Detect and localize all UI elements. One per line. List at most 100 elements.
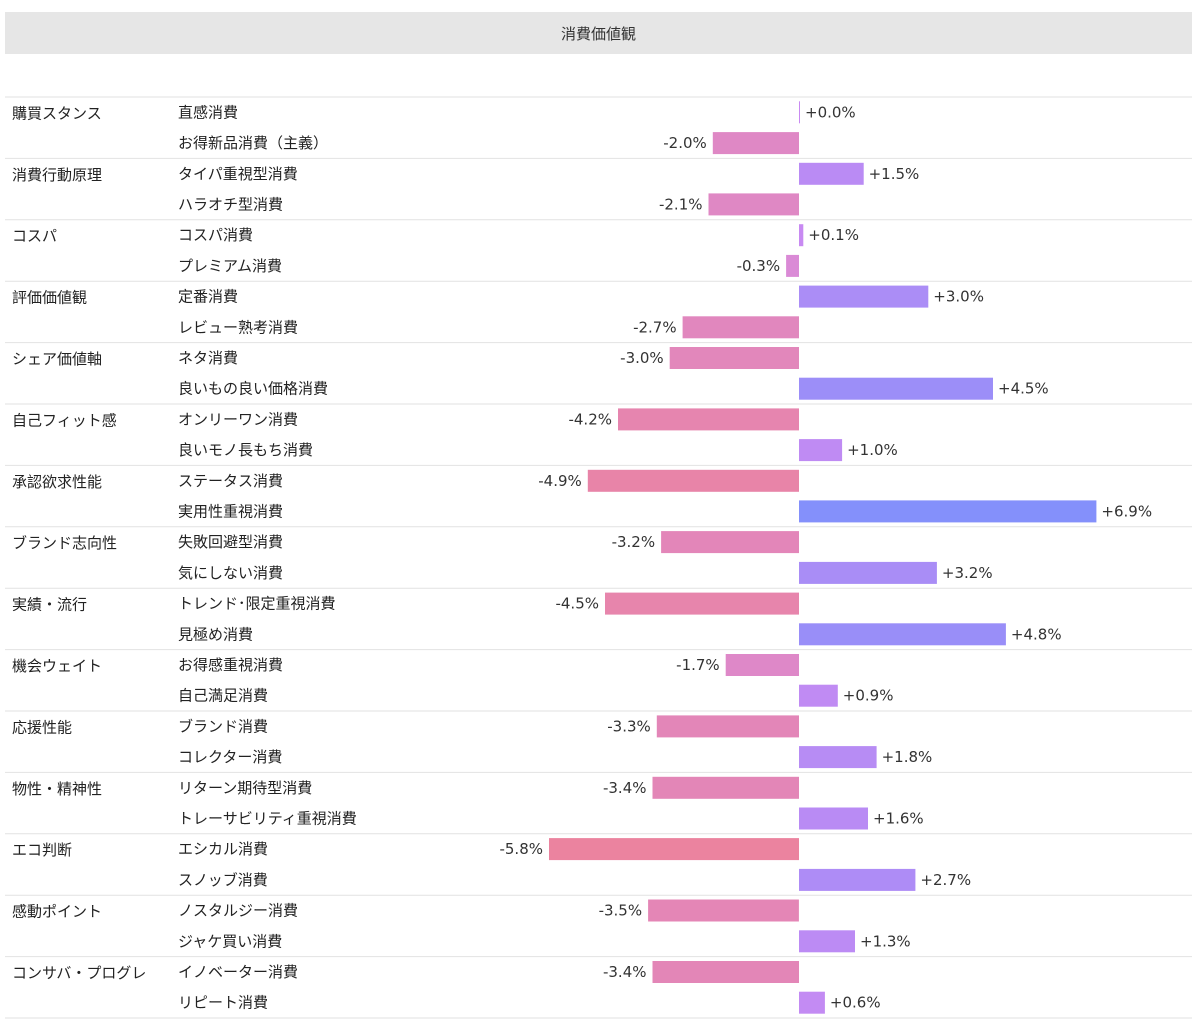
value-label: +1.3%	[860, 932, 911, 950]
category-label: エシカル消費	[178, 840, 268, 858]
value-label: +0.0%	[805, 103, 856, 121]
category-label: レビュー熟考消費	[178, 318, 298, 336]
group-label: コスパ	[12, 227, 57, 245]
bar	[799, 623, 1006, 646]
value-label: -3.4%	[603, 963, 647, 981]
group-label: コンサバ・プログレ	[12, 964, 146, 982]
category-label: オンリーワン消費	[178, 410, 298, 428]
category-label: 実用性重視消費	[178, 503, 283, 521]
value-label: +2.7%	[920, 871, 971, 889]
value-label: +4.8%	[1011, 625, 1062, 643]
bar	[656, 715, 799, 738]
value-label: +3.0%	[933, 288, 984, 306]
category-label: トレンド･限定重視消費	[178, 595, 336, 613]
bar	[799, 162, 864, 185]
value-label: +1.8%	[882, 748, 933, 766]
value-label: +6.9%	[1101, 503, 1152, 521]
value-label: +0.9%	[843, 687, 894, 705]
category-label: お得新品消費（主義）	[178, 134, 328, 152]
category-label: 定番消費	[178, 288, 238, 306]
category-label: ジャケ買い消費	[178, 932, 282, 950]
category-label: リターン期待型消費	[178, 779, 312, 797]
bar	[605, 592, 799, 615]
value-label: -2.7%	[633, 318, 677, 336]
bar	[799, 500, 1097, 523]
category-label: ブランド消費	[178, 717, 268, 735]
bar	[799, 684, 838, 707]
category-label: タイパ重視型消費	[178, 165, 298, 183]
bar	[799, 101, 800, 124]
value-label: +1.5%	[869, 165, 920, 183]
group-label: 評価価値観	[12, 289, 87, 307]
value-label: -0.3%	[737, 257, 781, 275]
group-label: 機会ウェイト	[12, 657, 102, 675]
category-label: ステータス消費	[178, 472, 283, 490]
value-label: -3.4%	[603, 779, 647, 797]
value-label: -1.7%	[676, 656, 720, 674]
value-label: -3.2%	[612, 533, 656, 551]
value-label: +0.1%	[808, 226, 859, 244]
bar	[799, 377, 993, 400]
bar	[799, 224, 804, 247]
bar	[786, 254, 799, 277]
group-label: ブランド志向性	[12, 534, 117, 552]
group-label: 物性・精神性	[12, 780, 102, 798]
value-label: +4.5%	[998, 380, 1049, 398]
bar	[799, 991, 825, 1014]
category-label: 自己満足消費	[178, 687, 268, 705]
bar	[799, 439, 843, 462]
group-label: 実績・流行	[12, 596, 87, 614]
category-label: 見極め消費	[178, 625, 253, 643]
group-label: 購買スタンス	[12, 104, 102, 122]
bar	[799, 807, 868, 830]
group-label: エコ判断	[12, 841, 72, 859]
group-label: 感動ポイント	[12, 903, 102, 921]
bar	[661, 531, 799, 554]
category-label: コレクター消費	[178, 748, 282, 766]
bar	[648, 899, 799, 922]
category-label: ネタ消費	[178, 349, 238, 367]
value-label: -3.5%	[599, 902, 643, 920]
bar	[652, 961, 799, 983]
category-label: プレミアム消費	[178, 257, 282, 275]
group-label: シェア価値軸	[12, 350, 102, 368]
bar	[799, 868, 916, 891]
category-label: リピート消費	[178, 994, 268, 1012]
category-label: 良いもの良い価格消費	[178, 380, 328, 398]
group-label: 応援性能	[12, 718, 72, 736]
chart-title: 消費価値観	[5, 12, 1192, 54]
value-label: -4.2%	[568, 410, 612, 428]
value-label: -3.0%	[620, 349, 664, 367]
bar	[618, 408, 799, 431]
group-label: 承認欲求性能	[12, 473, 102, 491]
value-label: -2.1%	[659, 195, 703, 213]
value-label: +3.2%	[942, 564, 993, 582]
group-label: 自己フィット感	[12, 411, 117, 429]
bar	[682, 316, 799, 339]
value-label: +0.6%	[830, 994, 881, 1012]
bar	[587, 469, 799, 492]
value-label: -4.5%	[555, 595, 599, 613]
value-label: -2.0%	[663, 134, 707, 152]
bar	[725, 654, 799, 676]
bar	[652, 776, 799, 799]
value-label: +1.6%	[873, 810, 924, 828]
category-label: イノベーター消費	[178, 963, 298, 981]
category-label: 良いモノ長もち消費	[178, 441, 313, 459]
category-label: 気にしない消費	[178, 564, 283, 582]
bar	[669, 347, 799, 369]
category-label: 失敗回避型消費	[178, 533, 283, 551]
group-label: 消費行動原理	[12, 166, 102, 184]
bar	[549, 838, 799, 861]
value-label: -3.3%	[607, 717, 651, 735]
bar	[712, 132, 799, 155]
category-label: ハラオチ型消費	[178, 195, 283, 213]
bar	[799, 561, 937, 584]
category-label: コスパ消費	[178, 226, 253, 244]
category-label: トレーサビリティ重視消費	[178, 810, 357, 828]
category-label: 直感消費	[178, 103, 238, 121]
category-label: スノッブ消費	[178, 871, 268, 889]
value-label: +1.0%	[847, 441, 898, 459]
category-label: ノスタルジー消費	[178, 902, 298, 920]
